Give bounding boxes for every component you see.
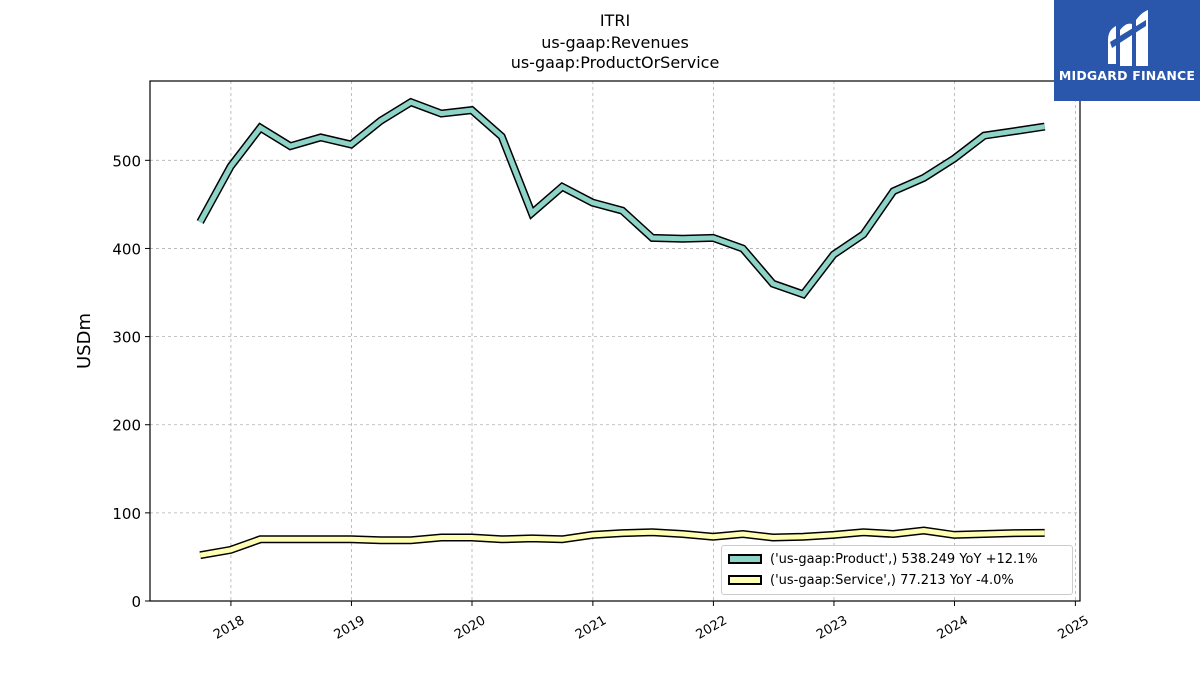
x-tick-label: 2025 <box>1056 613 1092 643</box>
y-tick-label: 0 <box>131 593 141 611</box>
y-tick-label: 200 <box>112 417 141 435</box>
x-tick-label: 2020 <box>452 613 488 643</box>
series-lines <box>196 97 1046 560</box>
x-tick-label: 2019 <box>332 613 368 643</box>
legend-label-service: ('us-gaap:Service',) 77.213 YoY -4.0% <box>770 573 1014 588</box>
y-tick-label: 500 <box>112 152 141 170</box>
y-tick-label: 400 <box>112 240 141 258</box>
chart-subtitle-2: us-gaap:ProductOrService <box>510 53 720 72</box>
series-line-0 <box>198 99 1046 298</box>
logo-mark-icon <box>1108 10 1148 67</box>
logo-text: MIDGARD FINANCE <box>1058 68 1196 83</box>
legend-swatch-product <box>728 554 762 564</box>
midgard-finance-logo: MIDGARD FINANCE <box>1054 0 1200 101</box>
y-axis-label: USDm <box>74 313 95 369</box>
series-outline-0 <box>196 97 1046 300</box>
x-tick-label: 2018 <box>211 613 247 643</box>
plot-frame <box>149 80 1081 602</box>
chart-subtitle-1: us-gaap:Revenues <box>541 33 689 52</box>
x-tick-label: 2023 <box>814 613 850 643</box>
legend-swatch-service <box>728 575 762 585</box>
x-tick-label: 2021 <box>573 613 609 643</box>
x-tick-label: 2024 <box>935 613 971 643</box>
series-line-1 <box>199 527 1045 558</box>
chart-title: ITRI <box>599 11 631 30</box>
y-tick-label: 300 <box>112 329 141 347</box>
x-tick-label: 2022 <box>694 613 730 643</box>
grid-lines <box>150 81 1080 602</box>
legend: ('us-gaap:Product',) 538.249 YoY +12.1% … <box>721 545 1073 595</box>
legend-label-product: ('us-gaap:Product',) 538.249 YoY +12.1% <box>770 552 1038 567</box>
y-tick-label: 100 <box>112 505 141 523</box>
